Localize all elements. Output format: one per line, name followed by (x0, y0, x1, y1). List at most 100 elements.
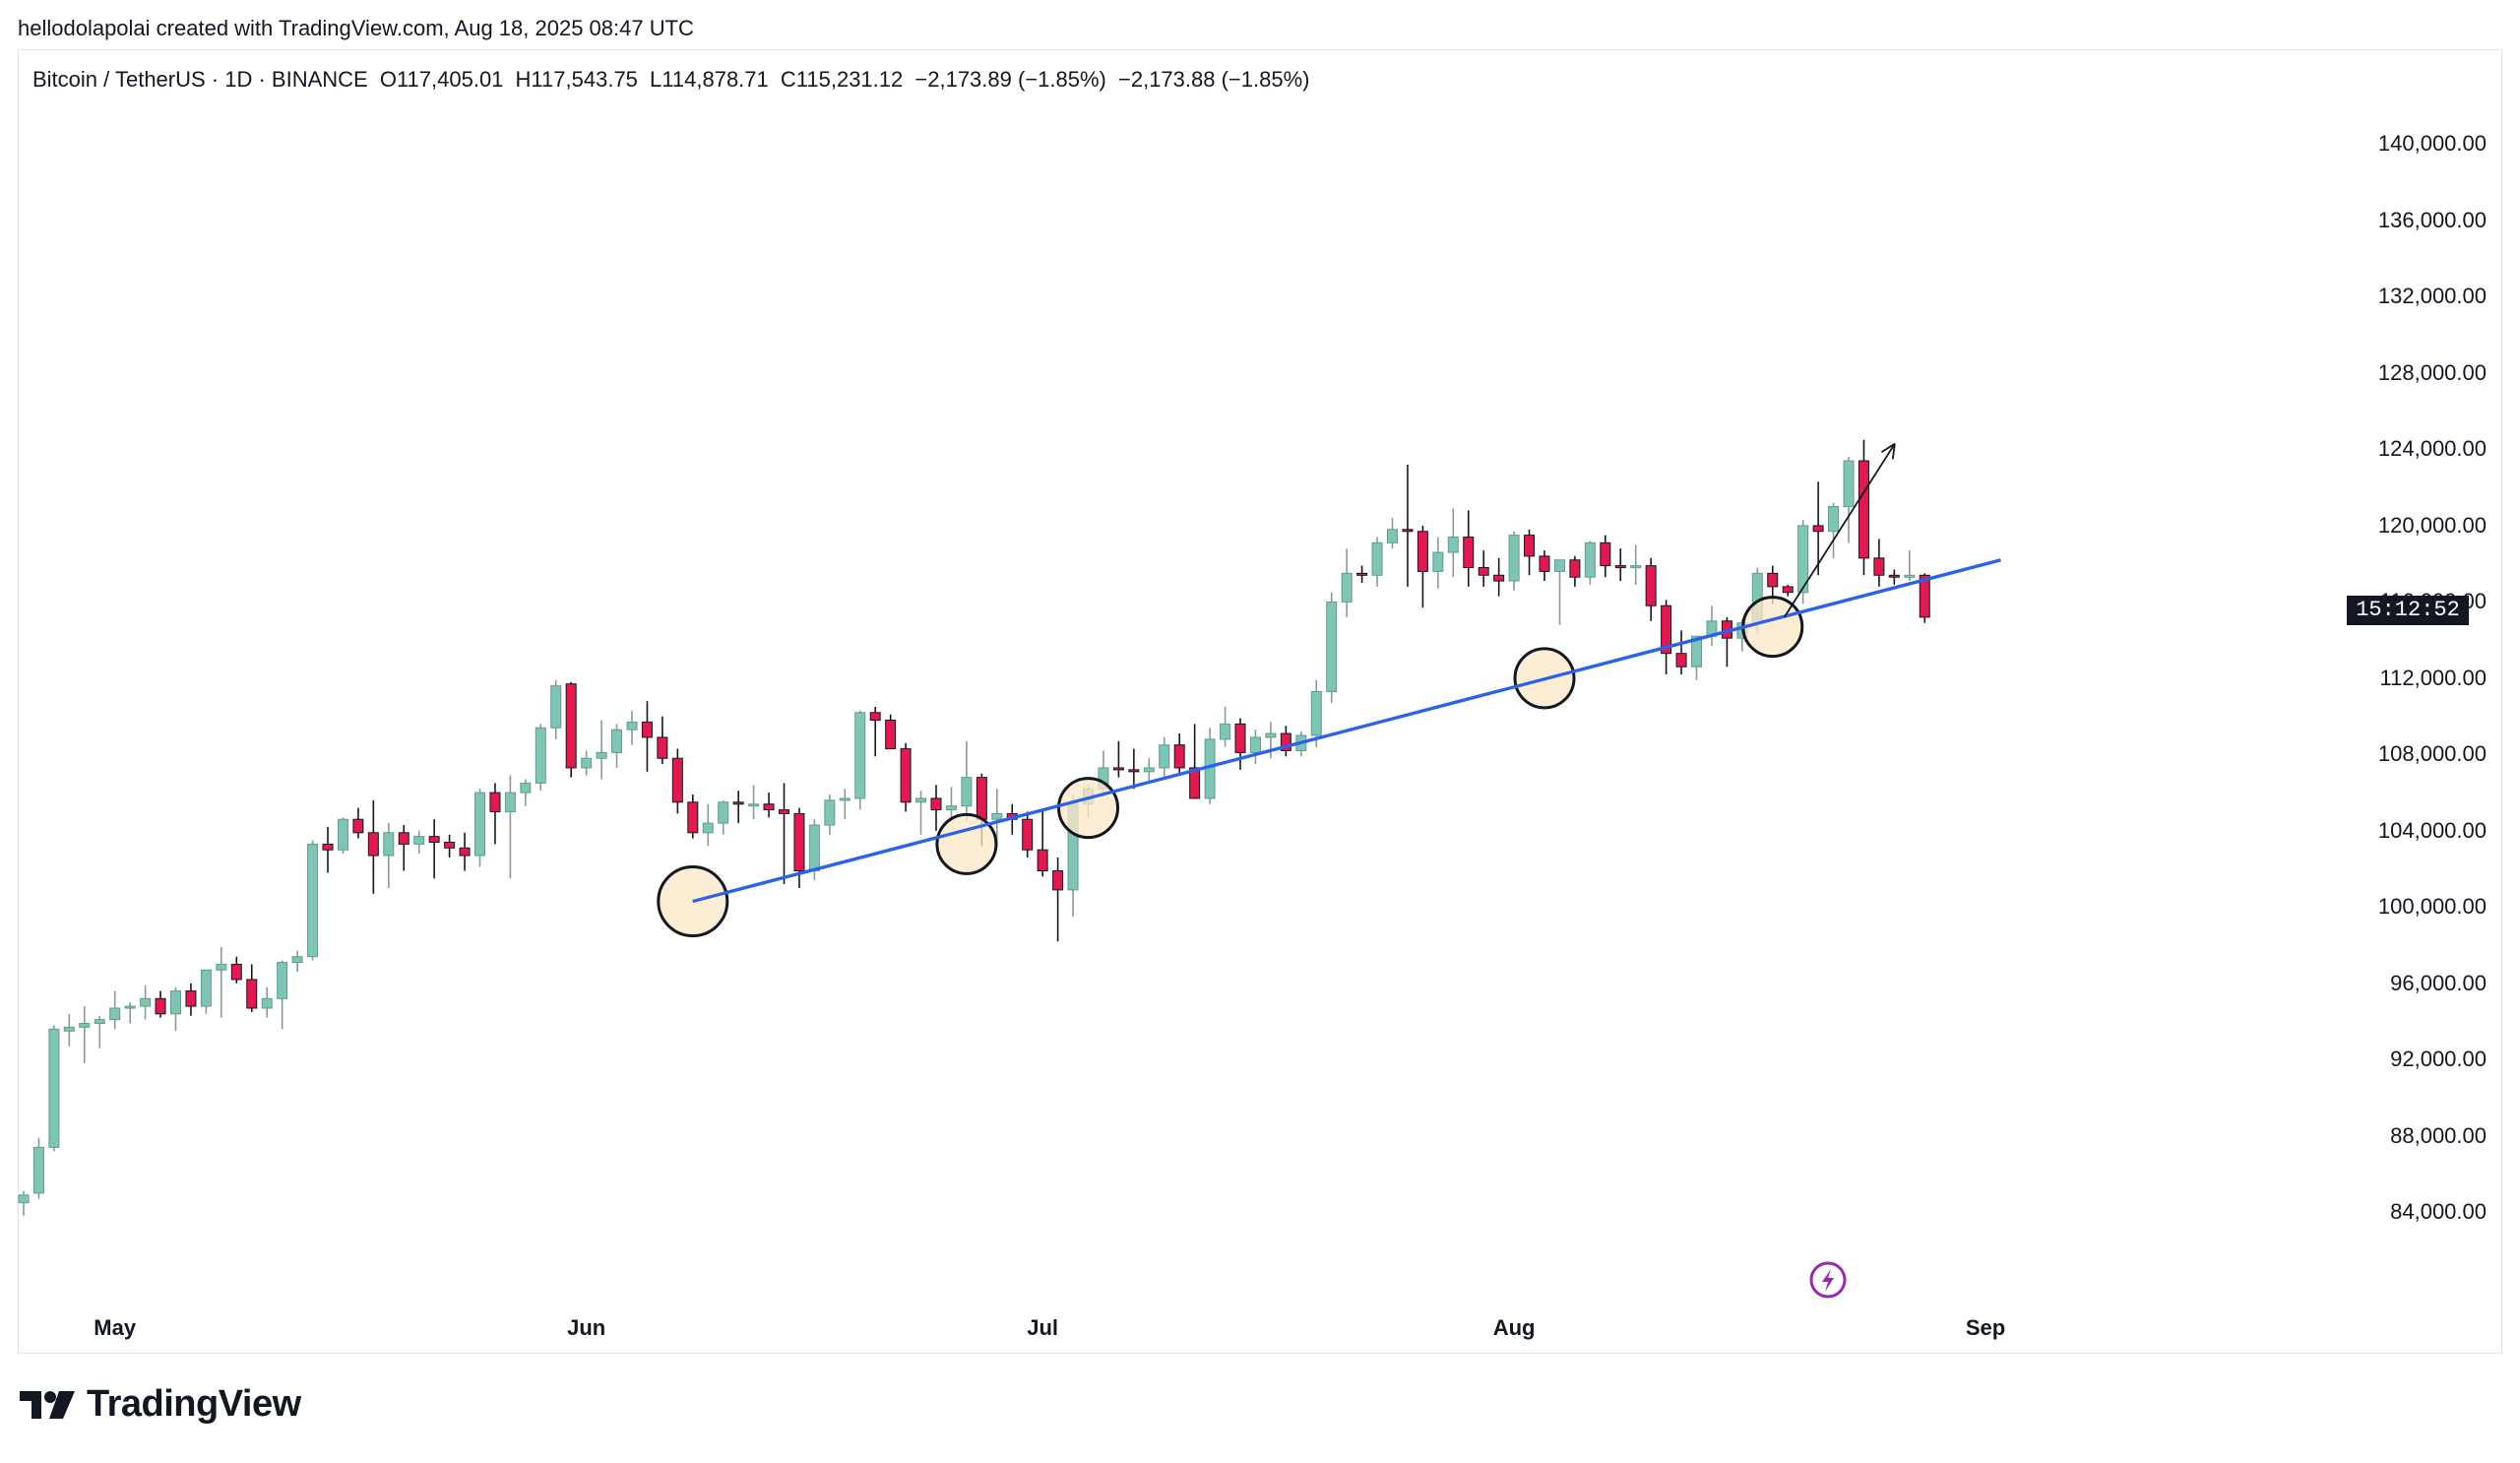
candle[interactable] (535, 724, 546, 792)
candle[interactable] (185, 983, 197, 1016)
lightning-icon[interactable] (1809, 1261, 1847, 1299)
candle[interactable] (32, 1137, 44, 1199)
candle[interactable] (839, 789, 850, 820)
candle[interactable] (1128, 748, 1140, 790)
candle[interactable] (322, 826, 334, 873)
candle[interactable] (124, 1002, 136, 1024)
candle[interactable] (109, 990, 121, 1030)
candle[interactable] (352, 807, 364, 839)
candle[interactable] (1630, 544, 1642, 585)
candle[interactable] (200, 969, 212, 1014)
candle[interactable] (581, 750, 593, 776)
candle[interactable] (596, 720, 607, 780)
candle[interactable] (1112, 740, 1124, 778)
candle[interactable] (885, 714, 897, 750)
candle[interactable] (1782, 584, 1794, 597)
candle[interactable] (155, 990, 166, 1018)
candle[interactable] (1037, 811, 1048, 877)
candle[interactable] (1553, 559, 1565, 625)
candle[interactable] (1797, 520, 1809, 604)
candle[interactable] (641, 701, 653, 772)
candle[interactable] (170, 986, 181, 1032)
candle[interactable] (1280, 726, 1292, 757)
candle[interactable] (1022, 811, 1034, 858)
candle[interactable] (520, 779, 532, 806)
candle[interactable] (732, 791, 744, 824)
candle[interactable] (291, 950, 303, 973)
candle[interactable] (246, 964, 258, 1012)
candle[interactable] (18, 1190, 30, 1217)
candle[interactable] (1843, 457, 1855, 543)
candle[interactable] (459, 832, 471, 871)
candle[interactable] (307, 840, 319, 961)
candle[interactable] (1614, 548, 1626, 582)
candle[interactable] (79, 1006, 91, 1064)
candle[interactable] (94, 1015, 105, 1049)
candle[interactable] (1326, 592, 1338, 704)
candle[interactable] (444, 834, 456, 858)
touch-point-circle[interactable] (1741, 596, 1804, 659)
candle[interactable] (1524, 529, 1536, 576)
candle[interactable] (1463, 510, 1475, 587)
candle[interactable] (611, 724, 623, 768)
candle[interactable] (687, 795, 699, 839)
candle[interactable] (915, 791, 927, 835)
candle[interactable] (1661, 600, 1672, 674)
candle[interactable] (779, 783, 789, 885)
candle[interactable] (1159, 736, 1170, 780)
candle[interactable] (1234, 718, 1246, 770)
candle[interactable] (398, 825, 410, 871)
candle[interactable] (474, 789, 485, 867)
candle[interactable] (1645, 557, 1657, 621)
candle[interactable] (1356, 565, 1368, 584)
candle[interactable] (1371, 537, 1383, 587)
candle[interactable] (504, 775, 516, 879)
legend-symbol[interactable]: Bitcoin / TetherUS · 1D · BINANCE (32, 67, 368, 92)
candle[interactable] (1539, 550, 1550, 582)
candle[interactable] (1478, 550, 1489, 587)
candle[interactable] (1858, 439, 1869, 576)
candle[interactable] (869, 706, 881, 757)
candle[interactable] (1417, 525, 1428, 608)
candle[interactable] (991, 789, 1003, 849)
candle[interactable] (1812, 481, 1824, 576)
candle[interactable] (1569, 555, 1581, 587)
candle[interactable] (626, 710, 638, 745)
candle[interactable] (1919, 573, 1930, 623)
candle[interactable] (1052, 857, 1064, 942)
candle[interactable] (413, 830, 425, 855)
candle[interactable] (748, 785, 760, 820)
candle[interactable] (1873, 539, 1885, 587)
touch-point-circle[interactable] (935, 812, 998, 875)
candle[interactable] (1888, 569, 1900, 585)
candle[interactable] (140, 985, 152, 1020)
candle[interactable] (383, 823, 395, 888)
candle[interactable] (216, 947, 227, 1018)
candle[interactable] (1493, 557, 1505, 597)
candle[interactable] (1828, 502, 1840, 558)
candle[interactable] (565, 681, 577, 778)
candle[interactable] (657, 716, 668, 765)
candle[interactable] (489, 783, 501, 845)
candle[interactable] (1387, 518, 1398, 549)
candle[interactable] (1220, 706, 1231, 747)
candle[interactable] (1143, 758, 1155, 784)
candle[interactable] (48, 1025, 60, 1152)
candle[interactable] (337, 817, 348, 855)
candle[interactable] (854, 710, 866, 810)
candle[interactable] (1402, 464, 1414, 587)
candle[interactable] (1189, 724, 1201, 799)
candle[interactable] (1600, 535, 1611, 578)
candle[interactable] (945, 787, 957, 822)
touch-point-circle[interactable] (1057, 777, 1119, 840)
candle[interactable] (702, 803, 714, 847)
candle[interactable] (1173, 733, 1185, 776)
candle[interactable] (1249, 730, 1261, 765)
candle[interactable] (277, 960, 288, 1030)
candle[interactable] (1584, 541, 1596, 585)
candle[interactable] (1706, 605, 1718, 646)
candle[interactable] (63, 1013, 75, 1047)
tradingview-brand[interactable]: TradingView (20, 1383, 301, 1426)
candle[interactable] (1341, 548, 1353, 617)
candle[interactable] (1691, 635, 1702, 680)
